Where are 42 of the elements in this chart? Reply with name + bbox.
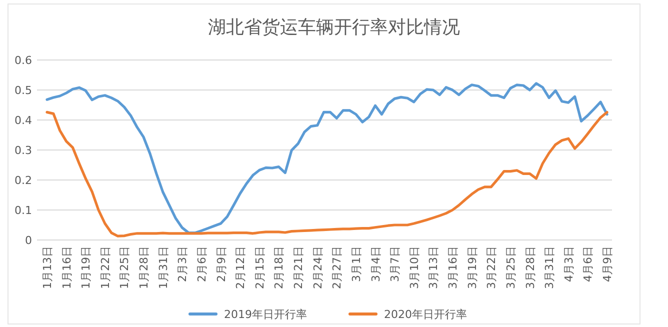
x-tick-label: 3月1日: [350, 246, 363, 282]
y-tick-label: 0.5: [14, 84, 32, 97]
x-tick-label: 2月9日: [214, 246, 228, 282]
y-tick-label: 0: [25, 234, 32, 247]
y-tick-label: 0.6: [14, 54, 32, 67]
x-tick-label: 4月3日: [562, 246, 576, 282]
x-tick-label: 1月25日: [118, 246, 132, 289]
x-tick-label: 1月16日: [60, 246, 74, 289]
x-tick-label: 3月16日: [446, 246, 460, 289]
x-tick-label: 3月25日: [504, 246, 518, 289]
y-tick-label: 0.3: [14, 144, 32, 157]
x-tick-label: 3月13日: [427, 246, 440, 289]
x-tick-label: 2月12日: [234, 246, 248, 289]
x-tick-label: 2月6日: [195, 246, 208, 282]
x-tick-label: 4月6日: [582, 246, 595, 282]
x-tick-label: 3月4日: [369, 246, 382, 282]
x-tick-label: 1月22日: [98, 246, 112, 289]
x-tick-label: 3月10日: [408, 246, 421, 289]
x-tick-label: 2月27日: [330, 246, 344, 289]
line-series: [46, 110, 608, 238]
legend-label: 2019年日开行率: [224, 308, 307, 321]
x-tick-label: 1月19日: [80, 246, 93, 289]
x-tick-label: 3月7日: [388, 246, 402, 282]
x-tick-label: 4月9日: [601, 246, 614, 282]
y-tick-label: 0.4: [14, 114, 32, 127]
x-tick-label: 3月19日: [466, 246, 479, 289]
x-tick-label: 3月28日: [524, 246, 537, 289]
legend-label: 2020年日开行率: [384, 308, 467, 321]
x-tick-label: 2月15日: [253, 246, 266, 289]
x-tick-label: 2月18日: [272, 246, 286, 289]
x-tick-label: 1月13日: [41, 246, 54, 289]
y-tick-label: 0.2: [14, 174, 32, 187]
x-tick-label: 2月3日: [176, 246, 190, 282]
x-tick-label: 3月31日: [543, 246, 556, 289]
chart-title: 湖北省货运车辆开行率对比情况: [208, 17, 460, 38]
x-tick-label: 2月24日: [311, 246, 324, 289]
x-tick-label: 2月21日: [292, 246, 306, 289]
y-tick-label: 0.1: [14, 204, 32, 217]
x-tick-label: 3月22日: [485, 246, 498, 289]
x-tick-label: 1月31日: [156, 246, 170, 289]
x-tick-label: 1月28日: [138, 246, 151, 289]
line-series: [46, 82, 608, 234]
